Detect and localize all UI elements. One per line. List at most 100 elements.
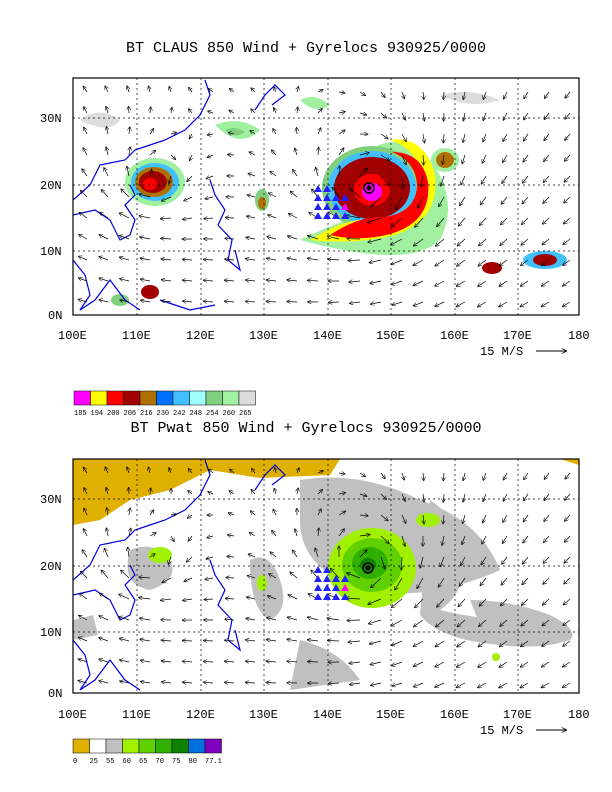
wind-vector xyxy=(100,593,109,600)
wind-vector xyxy=(523,154,529,162)
wind-vector xyxy=(401,154,406,164)
wind-vector xyxy=(463,133,465,142)
wind-vector xyxy=(318,509,321,516)
wind-vector xyxy=(287,280,298,281)
wind-vector xyxy=(392,640,403,646)
wind-vector xyxy=(141,682,151,684)
p2-xtick-160E: 160E xyxy=(440,708,469,722)
p1-xtick-150E: 150E xyxy=(376,329,405,343)
wind-vector xyxy=(106,107,108,114)
wind-vector xyxy=(443,514,444,524)
wind-vector xyxy=(391,619,403,626)
colorbar-swatch xyxy=(106,390,124,406)
wind-vector xyxy=(107,508,108,516)
gyre-marker xyxy=(341,212,349,219)
wind-vector xyxy=(435,682,445,687)
wind-vector xyxy=(127,86,129,93)
p1-xtick-180: 180 xyxy=(568,329,590,343)
wind-vector xyxy=(391,238,403,245)
wind-vector xyxy=(565,472,571,479)
wind-vector xyxy=(246,280,256,281)
wind-vector xyxy=(79,616,88,621)
wind-vector xyxy=(83,86,88,93)
wind-vector xyxy=(380,514,388,521)
wind-vector xyxy=(101,570,109,579)
wind-vector xyxy=(308,662,319,663)
wind-vector xyxy=(129,528,131,537)
wind-vector xyxy=(190,154,193,161)
wind-vector xyxy=(339,166,340,177)
wind-vector xyxy=(83,148,88,156)
wind-vector xyxy=(170,514,176,515)
wind-vector xyxy=(106,488,108,495)
colorbar-swatch xyxy=(90,390,108,406)
wind-vector xyxy=(457,259,466,266)
wind-vector xyxy=(350,302,361,303)
wind-vector xyxy=(423,154,424,165)
wind-vector xyxy=(247,216,256,218)
wind-vector xyxy=(99,278,109,282)
wind-vector xyxy=(290,191,298,198)
wind-vector xyxy=(544,472,550,479)
wind-vector xyxy=(396,196,403,210)
wind-vector xyxy=(120,681,130,683)
wind-vector xyxy=(312,189,319,198)
wind-vector xyxy=(251,490,256,495)
wind-vector xyxy=(225,619,235,620)
wind-vector xyxy=(84,488,88,495)
wind-vector xyxy=(542,280,550,286)
wind-vector xyxy=(120,300,130,302)
wind-vector xyxy=(565,133,571,140)
wind-vector xyxy=(170,133,176,135)
wind-vector xyxy=(461,556,466,566)
wind-vector xyxy=(457,280,466,286)
wind-vector xyxy=(246,259,256,260)
colorbar-swatch xyxy=(123,390,141,406)
wind-vector xyxy=(267,258,277,260)
wind-vector xyxy=(204,218,214,219)
wind-vector xyxy=(99,235,109,240)
wind-vector xyxy=(380,154,389,161)
wind-vector xyxy=(442,535,444,545)
wind-vector xyxy=(542,661,550,667)
p1-xtick-100E: 100E xyxy=(58,329,87,343)
wind-vector xyxy=(542,238,550,245)
gyre-marker xyxy=(314,194,322,201)
wind-vector xyxy=(482,154,487,163)
cyclone-center-dot xyxy=(366,185,372,191)
wind-vector xyxy=(435,280,445,286)
wind-vector xyxy=(414,682,424,687)
wind-vector xyxy=(329,683,340,684)
wind-vector xyxy=(332,187,340,198)
p1-ytick-10N: 10N xyxy=(40,245,62,259)
wind-vector xyxy=(226,598,235,599)
wind-vector xyxy=(413,280,424,285)
wind-vector xyxy=(463,493,465,502)
wind-vector xyxy=(504,91,508,99)
wind-vector xyxy=(121,570,130,579)
p2-ytick-10N: 10N xyxy=(40,626,62,640)
gyre-marker xyxy=(314,575,322,582)
wind-vector xyxy=(328,259,340,260)
colorbar-swatch xyxy=(138,738,156,754)
wind-vector xyxy=(541,301,550,307)
p2-ytick-0N: 0N xyxy=(48,687,62,701)
wind-vector xyxy=(478,280,487,286)
wind-vector xyxy=(478,259,487,266)
wind-vector xyxy=(140,258,151,260)
wind-vector xyxy=(524,112,529,120)
wind-vector xyxy=(463,91,465,99)
wind-vector xyxy=(503,154,508,162)
wind-vector xyxy=(139,598,151,600)
wind-vector xyxy=(463,472,465,480)
wind-vector xyxy=(460,196,466,205)
colorbar-label: 77.1 xyxy=(205,758,222,766)
wind-vector xyxy=(161,259,172,260)
wind-vector xyxy=(541,682,550,688)
wind-vector xyxy=(401,535,405,546)
wind-vector xyxy=(99,681,109,683)
wind-vector xyxy=(437,217,445,226)
wind-vector xyxy=(423,493,424,502)
wind-vector xyxy=(563,640,571,646)
colorbar-swatch xyxy=(155,738,173,754)
